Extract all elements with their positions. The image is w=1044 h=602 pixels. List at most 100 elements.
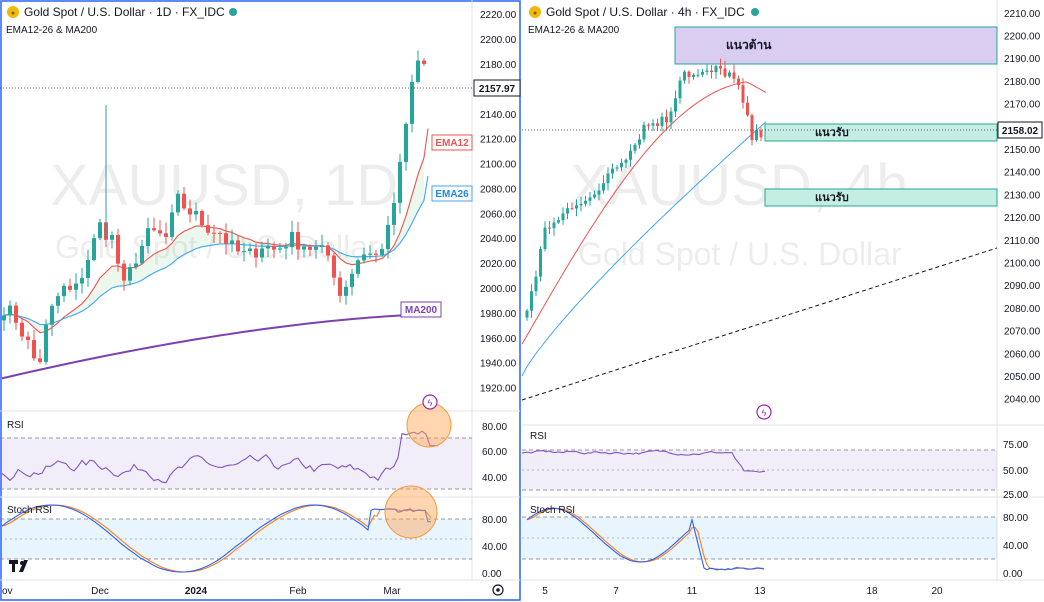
right-candle bbox=[570, 208, 574, 210]
right-ema26-line bbox=[521, 121, 767, 377]
left-indicator-label: EMA12-26 & MA200 bbox=[6, 25, 98, 36]
left-price-tick: 2040.00 bbox=[480, 234, 517, 245]
right-candle bbox=[588, 197, 592, 201]
right-candle bbox=[678, 80, 682, 99]
right-rsi-line bbox=[521, 449, 766, 473]
left-candle bbox=[338, 277, 342, 296]
left-price-ticks: 2220.002200.002180.002160.002140.002120.… bbox=[480, 10, 517, 394]
right-price-tick: 2090.00 bbox=[1004, 281, 1041, 292]
left-candle bbox=[242, 251, 246, 253]
left-candle bbox=[230, 240, 234, 244]
left-time-tick-3: Feb bbox=[289, 586, 307, 597]
right-candle bbox=[665, 116, 668, 123]
left-rsi-line bbox=[1, 430, 438, 484]
left-candle bbox=[290, 231, 294, 248]
left-rsi-tick-60: 60.00 bbox=[482, 447, 507, 458]
left-gold-symbol-icon bbox=[7, 6, 19, 18]
left-lightning-icon[interactable] bbox=[422, 394, 438, 410]
right-candle bbox=[705, 70, 709, 72]
right-time-tick-4: 18 bbox=[866, 586, 878, 597]
right-price-tick: 2170.00 bbox=[1004, 100, 1041, 111]
right-candle bbox=[579, 203, 583, 206]
right-chart-panel[interactable]: XAUUSD, 4h Gold Spot / U.S. Dollar แนวต้… bbox=[521, 0, 1044, 597]
right-candle bbox=[539, 248, 542, 277]
left-candle bbox=[86, 259, 90, 278]
right-indicator-label: EMA12-26 & MA200 bbox=[528, 25, 620, 36]
left-price-tick: 2020.00 bbox=[480, 259, 517, 270]
right-candle bbox=[629, 150, 632, 160]
right-rsi-tick-50: 50.00 bbox=[1003, 466, 1028, 477]
left-candle bbox=[32, 340, 36, 359]
right-candle bbox=[575, 205, 578, 209]
ma200-label-box bbox=[400, 301, 442, 318]
right-candle bbox=[728, 72, 731, 77]
left-candle bbox=[410, 81, 414, 124]
right-price-tick: 2190.00 bbox=[1004, 54, 1041, 65]
right-candle bbox=[548, 227, 551, 229]
right-stoch-k-line bbox=[526, 507, 765, 571]
left-chart-panel[interactable]: XAUUSD, 1D Gold Spot / U.S. Dollar 2220.… bbox=[0, 0, 521, 601]
left-price-tick: 2140.00 bbox=[480, 110, 517, 121]
right-time-tick-5: 20 bbox=[931, 586, 943, 597]
left-candles bbox=[2, 50, 426, 365]
left-candle bbox=[260, 248, 264, 258]
left-candle bbox=[44, 324, 48, 362]
right-chart-title: Gold Spot / U.S. Dollar · 4h · FX_IDC bbox=[546, 5, 745, 19]
right-price-ticks: 2210.002200.002190.002180.002170.002160.… bbox=[1004, 9, 1041, 406]
right-candle bbox=[710, 70, 713, 73]
right-candle bbox=[638, 139, 641, 145]
left-candle bbox=[272, 246, 276, 250]
right-stoch-tick-40: 40.00 bbox=[1003, 541, 1028, 552]
right-rsi-tick-75: 75.00 bbox=[1003, 440, 1028, 451]
right-price-tick: 2040.00 bbox=[1004, 395, 1041, 406]
left-candle bbox=[278, 248, 282, 250]
left-stoch-tick-0: 0.00 bbox=[482, 569, 502, 580]
right-price-tick: 2060.00 bbox=[1004, 349, 1041, 360]
right-price-tick: 2120.00 bbox=[1004, 213, 1041, 224]
left-candle bbox=[68, 285, 72, 290]
right-market-status-icon bbox=[751, 8, 759, 16]
right-candle bbox=[597, 190, 601, 195]
right-price-tick: 2070.00 bbox=[1004, 327, 1041, 338]
left-rsi-title: RSI bbox=[7, 420, 24, 431]
left-candle bbox=[374, 253, 378, 255]
right-candle bbox=[656, 123, 659, 127]
left-candle bbox=[254, 248, 258, 258]
right-candle bbox=[732, 72, 736, 79]
left-candle bbox=[170, 212, 174, 237]
left-price-tick: 1920.00 bbox=[480, 384, 517, 395]
resistance-zone[interactable] bbox=[674, 26, 998, 65]
left-settings-gear-icon[interactable] bbox=[492, 584, 504, 596]
right-current-price-tag bbox=[997, 121, 1043, 139]
left-candle bbox=[194, 211, 198, 215]
left-watermark-symbol: XAUUSD, 1D bbox=[50, 153, 398, 218]
left-rsi-band bbox=[0, 438, 472, 489]
support-zone-1[interactable] bbox=[764, 123, 998, 142]
left-candle bbox=[62, 285, 66, 297]
left-price-tick: 2220.00 bbox=[480, 10, 517, 21]
right-stoch-title: Stoch RSI bbox=[530, 505, 575, 516]
left-stoch-tick-40: 40.00 bbox=[482, 542, 507, 553]
support-zone-1-label: แนวรับ bbox=[815, 126, 849, 139]
support-zone-2[interactable] bbox=[764, 188, 998, 207]
left-candle bbox=[308, 246, 312, 250]
right-candle bbox=[647, 124, 650, 126]
tradingview-logo[interactable] bbox=[9, 560, 28, 572]
left-candle bbox=[74, 283, 78, 290]
left-candle bbox=[2, 315, 6, 321]
right-trendline[interactable] bbox=[521, 247, 998, 401]
left-lightning-glyph: ϟ bbox=[428, 398, 433, 408]
right-time-tick-2: 11 bbox=[687, 586, 698, 597]
left-price-tick: 2100.00 bbox=[480, 160, 517, 171]
right-gold-symbol-icon bbox=[529, 6, 541, 18]
left-stoch-highlight bbox=[384, 485, 438, 539]
left-candle bbox=[266, 246, 270, 249]
left-panel-frame bbox=[0, 0, 521, 601]
left-candle bbox=[140, 245, 144, 264]
left-price-tick: 1980.00 bbox=[480, 309, 517, 320]
ema12-label: EMA12 bbox=[435, 138, 469, 149]
left-price-tick: 1960.00 bbox=[480, 334, 517, 345]
left-candle bbox=[56, 296, 60, 306]
right-lightning-icon[interactable] bbox=[756, 404, 772, 420]
